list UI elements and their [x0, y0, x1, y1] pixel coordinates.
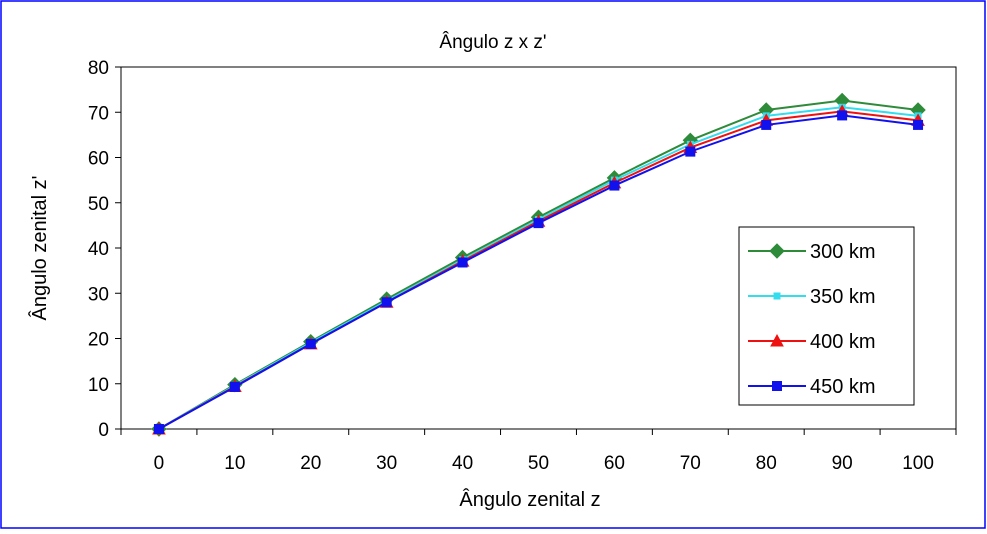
- x-tick-label: 60: [604, 453, 625, 474]
- legend-marker: [769, 243, 785, 259]
- data-point: [761, 119, 772, 130]
- legend-label: 300 km: [810, 241, 876, 263]
- x-tick-label: 90: [832, 453, 853, 474]
- x-tick-label: 0: [154, 453, 165, 474]
- x-axis-label: Ângulo zenital z: [459, 488, 600, 511]
- x-tick-label: 20: [300, 453, 321, 474]
- y-tick-label: 20: [88, 330, 109, 351]
- data-point: [153, 424, 164, 434]
- y-tick-label: 70: [88, 103, 109, 124]
- x-tick-label: 50: [528, 453, 549, 474]
- x-tick-label: 70: [680, 453, 701, 474]
- data-point: [533, 218, 544, 229]
- x-tick-label: 80: [756, 453, 777, 474]
- data-point: [457, 257, 468, 268]
- data-point: [229, 381, 240, 392]
- series-group: [151, 92, 926, 437]
- legend-box: [738, 226, 915, 406]
- x-axis: 0 10 20 30 40 50 60 70 80 90 100: [120, 429, 957, 474]
- legend: 300 km 350 km 400 km 450 km: [738, 226, 915, 406]
- chart-title: Ângulo z x z': [439, 31, 546, 53]
- y-tick-label: 60: [88, 149, 109, 170]
- legend-marker: [773, 292, 781, 300]
- legend-label: 450 km: [810, 376, 876, 398]
- y-tick-label: 10: [88, 375, 109, 396]
- y-tick-label: 30: [88, 284, 109, 305]
- legend-marker: [770, 333, 784, 347]
- legend-label: 350 km: [810, 286, 876, 308]
- series-3: [153, 110, 924, 434]
- y-tick-label: 40: [88, 239, 109, 260]
- y-tick-label: 50: [88, 194, 109, 215]
- data-point: [837, 110, 848, 121]
- legend-label: 400 km: [810, 331, 876, 353]
- legend-entry: 450 km: [748, 376, 876, 398]
- x-tick-label: 100: [902, 453, 934, 474]
- y-axis: 0 10 20 30 40 50 60 70 80: [88, 58, 121, 441]
- legend-entry: 350 km: [748, 286, 876, 308]
- data-point: [685, 146, 696, 157]
- legend-entry: 400 km: [748, 331, 876, 353]
- y-tick-label: 0: [98, 420, 109, 441]
- data-point: [305, 338, 316, 349]
- data-point: [381, 297, 392, 308]
- data-point: [609, 180, 620, 191]
- x-tick-label: 10: [224, 453, 245, 474]
- y-tick-label: 80: [88, 58, 109, 79]
- x-tick-label: 40: [452, 453, 473, 474]
- legend-entry: 300 km: [748, 241, 876, 263]
- data-point: [913, 119, 924, 130]
- x-tick-label: 30: [376, 453, 397, 474]
- legend-marker: [772, 381, 782, 391]
- y-axis-label: Ângulo zenital z': [28, 175, 51, 320]
